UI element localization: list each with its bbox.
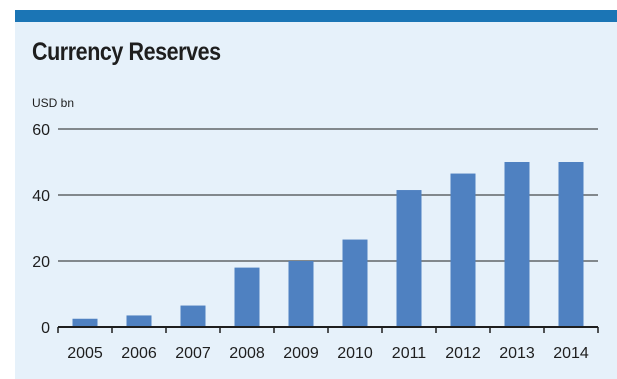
x-tick-label: 2007 [175,345,211,362]
bar [558,162,584,327]
x-tick-label: 2006 [121,345,157,362]
bar [288,261,314,327]
chart-header-bar [15,10,617,22]
x-tick-labels: 2005 2006 2007 2008 2009 2010 2011 2012 2013 2014 [67,345,589,362]
y-tick-label: 0 [41,320,50,337]
bar [342,239,368,327]
y-unit-label: USD bn [32,96,74,110]
bar-series [72,162,584,327]
y-tick-label: 60 [32,122,50,139]
x-tick-label: 2011 [392,345,427,362]
bar [180,305,206,327]
bar [504,162,530,327]
bar [396,190,422,327]
bar [450,173,476,327]
bar [126,315,152,327]
y-tick-label: 20 [32,254,50,271]
x-tick-label: 2012 [445,345,481,362]
x-tick-label: 2013 [499,345,535,362]
x-tick-label: 2010 [337,345,373,362]
bar [72,318,98,327]
x-tick-label: 2005 [67,345,103,362]
x-axis [57,326,599,333]
x-tick-label: 2008 [229,345,265,362]
bar [234,267,260,327]
chart-title: Currency Reserves [32,38,221,66]
y-tick-label: 40 [32,188,50,205]
x-tick-label: 2014 [553,345,589,362]
y-tick-labels: 0 20 40 60 [32,122,50,337]
x-tick-label: 2009 [283,345,319,362]
